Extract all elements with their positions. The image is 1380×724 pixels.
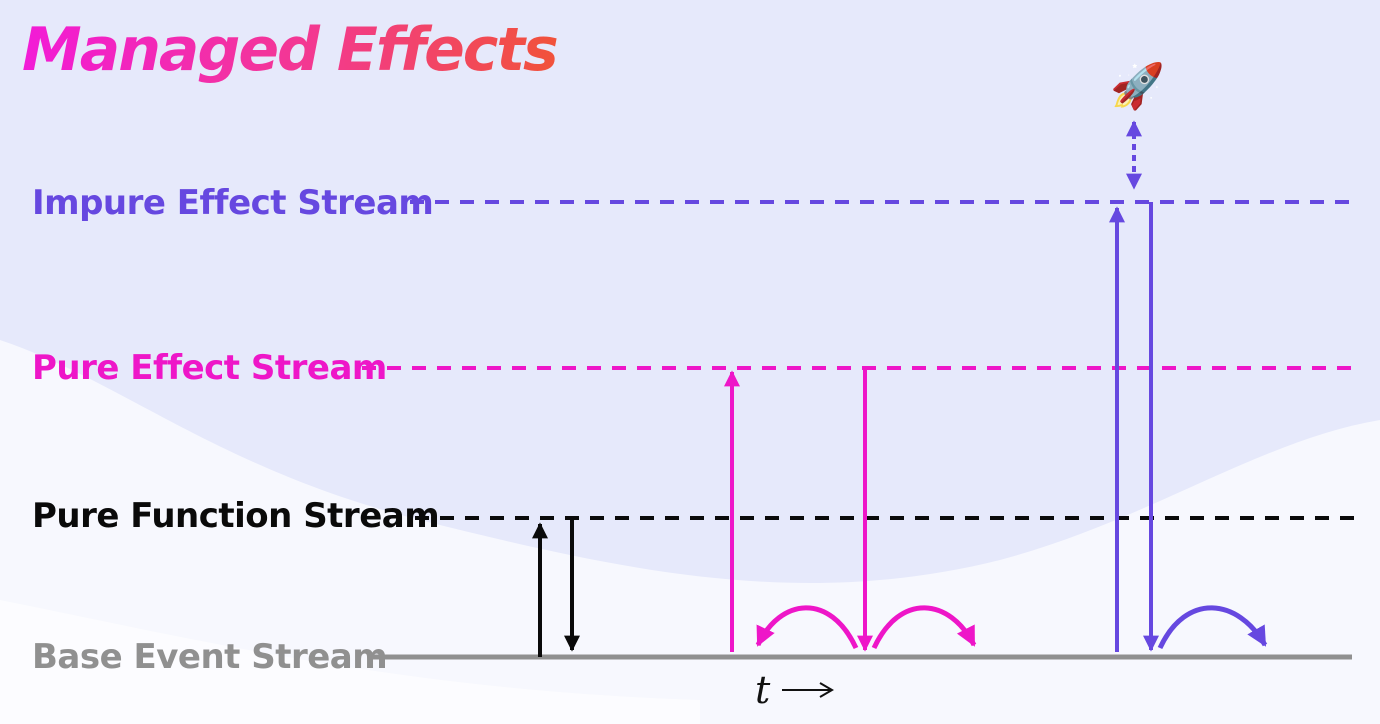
right-arrow-head: [819, 682, 834, 698]
rocket-icon: 🚀: [1110, 61, 1165, 112]
curved-arrow-forward-event: [871, 605, 977, 650]
impure-effect-stream-label: Impure Effect Stream: [32, 183, 434, 223]
page-title: Managed Effects: [22, 8, 559, 92]
time-axis-label: t: [755, 668, 771, 712]
background-highlight: [0, 600, 700, 724]
base-event-stream-label: Base Event Stream: [32, 637, 388, 677]
curved-arrow-impure-event: [1157, 605, 1268, 650]
background-wave: [0, 340, 1380, 724]
curved-arrow-back-event: [755, 605, 859, 650]
pure-effect-stream-label: Pure Effect Stream: [32, 348, 387, 388]
pure-function-stream-label: Pure Function Stream: [32, 496, 440, 536]
